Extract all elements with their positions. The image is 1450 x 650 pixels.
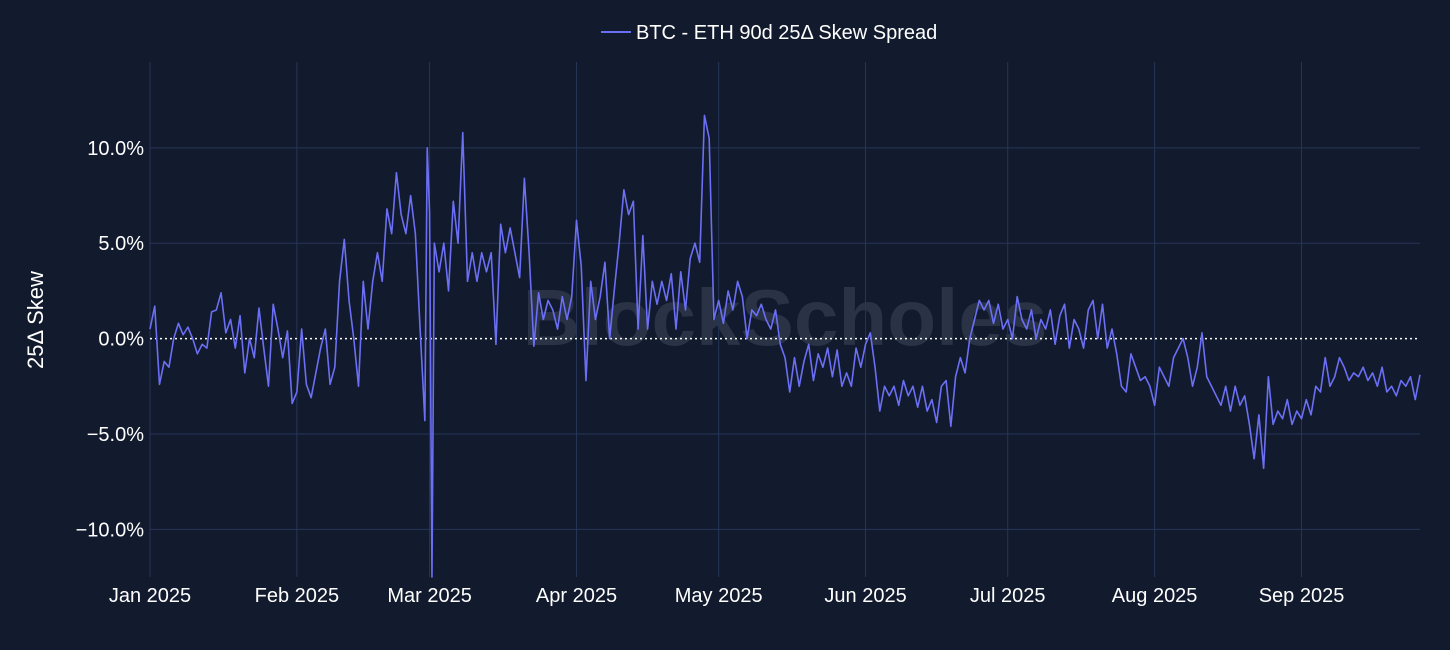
x-tick-label: Mar 2025: [387, 585, 472, 607]
series-line[interactable]: [149, 114, 1421, 578]
y-tick-label: −5.0%: [87, 424, 144, 446]
watermark: BlockScholes: [523, 273, 1048, 362]
y-axis-title: 25Δ Skew: [23, 271, 48, 369]
y-tick-label: −10.0%: [76, 519, 145, 541]
x-tick-label: Jun 2025: [824, 585, 906, 607]
x-tick-label: May 2025: [675, 585, 763, 607]
x-tick-label: Aug 2025: [1112, 585, 1198, 607]
x-axis-ticks: Jan 2025 Feb 2025 Mar 2025 Apr 2025 May 2025…: [109, 585, 1344, 607]
y-tick-label: 10.0%: [87, 138, 144, 160]
x-tick-label: Jan 2025: [109, 585, 191, 607]
y-tick-label: 5.0%: [98, 233, 144, 255]
legend[interactable]: BTC - ETH 90d 25Δ Skew Spread: [601, 22, 937, 44]
x-tick-label: Feb 2025: [255, 585, 340, 607]
y-axis-ticks: 10.0% 5.0% 0.0% −5.0% −10.0%: [76, 138, 145, 541]
x-tick-label: Sep 2025: [1259, 585, 1345, 607]
legend-label: BTC - ETH 90d 25Δ Skew Spread: [636, 22, 937, 44]
watermark-layer: BlockScholes: [523, 273, 1048, 362]
y-tick-label: 0.0%: [98, 329, 144, 351]
x-tick-label: Apr 2025: [536, 585, 617, 607]
x-tick-label: Jul 2025: [970, 585, 1046, 607]
series-layer: [149, 114, 1421, 578]
